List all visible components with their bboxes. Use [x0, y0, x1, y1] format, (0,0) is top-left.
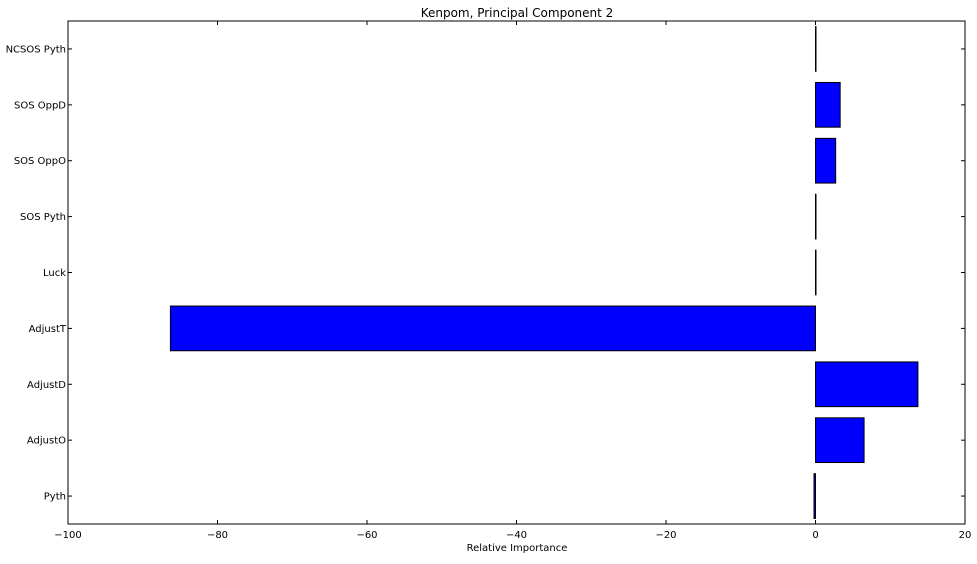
plot-frame [67, 20, 966, 525]
bar-adjustd [815, 361, 919, 408]
y-tick-label: AdjustT [29, 324, 67, 335]
y-tick-label: SOS OppO [14, 156, 66, 167]
y-tick-label: SOS OppD [14, 100, 66, 111]
x-tick-label: 20 [959, 530, 972, 541]
bar-adjustt [169, 305, 817, 352]
y-tick-label: Pyth [44, 492, 66, 503]
bar-pyth [813, 473, 817, 519]
x-tick-label: −80 [207, 530, 228, 541]
y-tick-label: AdjustD [27, 380, 66, 391]
x-axis-label: Relative Importance [467, 543, 568, 554]
y-tick-label: NCSOS Pyth [6, 44, 66, 55]
bar-sos-oppd [815, 81, 841, 128]
y-tick-label: Luck [43, 268, 66, 279]
bars-layer [169, 26, 919, 519]
bar-adjusto [815, 417, 865, 464]
y-tick-label: AdjustO [27, 436, 66, 447]
x-tick-label: −20 [655, 530, 676, 541]
x-tick-label: 0 [812, 530, 818, 541]
bar-sos-pyth [815, 193, 817, 240]
y-tick-label: SOS Pyth [20, 212, 66, 223]
x-tick-label: −60 [356, 530, 377, 541]
x-tick-label: −100 [54, 530, 81, 541]
bar-ncsos-pyth [815, 26, 817, 72]
bar-sos-oppo [815, 137, 837, 184]
x-tick-label: −40 [506, 530, 527, 541]
bar-luck [815, 249, 817, 296]
chart-title: Kenpom, Principal Component 2 [421, 6, 614, 20]
